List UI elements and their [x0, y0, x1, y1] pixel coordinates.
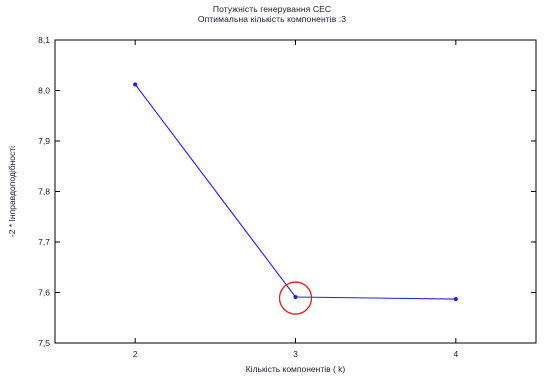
y-axis: 7,5 7,6 7,7 7,8 7,9 8,0 8,1 [38, 35, 536, 348]
x-tick-label: 3 [293, 349, 298, 359]
chart-title: Потужність генерування СЕС [212, 4, 332, 14]
x-axis-label: Кількість компонентів ( k) [246, 364, 346, 374]
x-tick-label: 4 [453, 349, 458, 359]
y-tick-label: 8,0 [38, 86, 50, 96]
x-tick-label: 2 [133, 349, 138, 359]
data-point [453, 296, 458, 302]
y-tick-label: 7,6 [38, 288, 50, 298]
data-point [293, 294, 298, 300]
series-layer [133, 82, 458, 302]
y-tick-label: 7,5 [38, 338, 50, 348]
y-tick-label: 7,9 [38, 136, 50, 146]
highlight-layer [278, 281, 313, 315]
plot-area [54, 39, 537, 344]
y-tick-label: 7,8 [38, 187, 50, 197]
chart-subtitle: Оптимальна кількість компонентів :3 [197, 14, 347, 24]
y-tick-label: 8,1 [38, 35, 50, 45]
data-point [133, 82, 138, 87]
x-axis: 2 3 4 [133, 40, 458, 359]
y-axis-label: -2 * Інправдоподібності [7, 146, 17, 237]
y-tick-label: 7,7 [38, 237, 50, 247]
optimal-point-highlight [278, 281, 313, 315]
